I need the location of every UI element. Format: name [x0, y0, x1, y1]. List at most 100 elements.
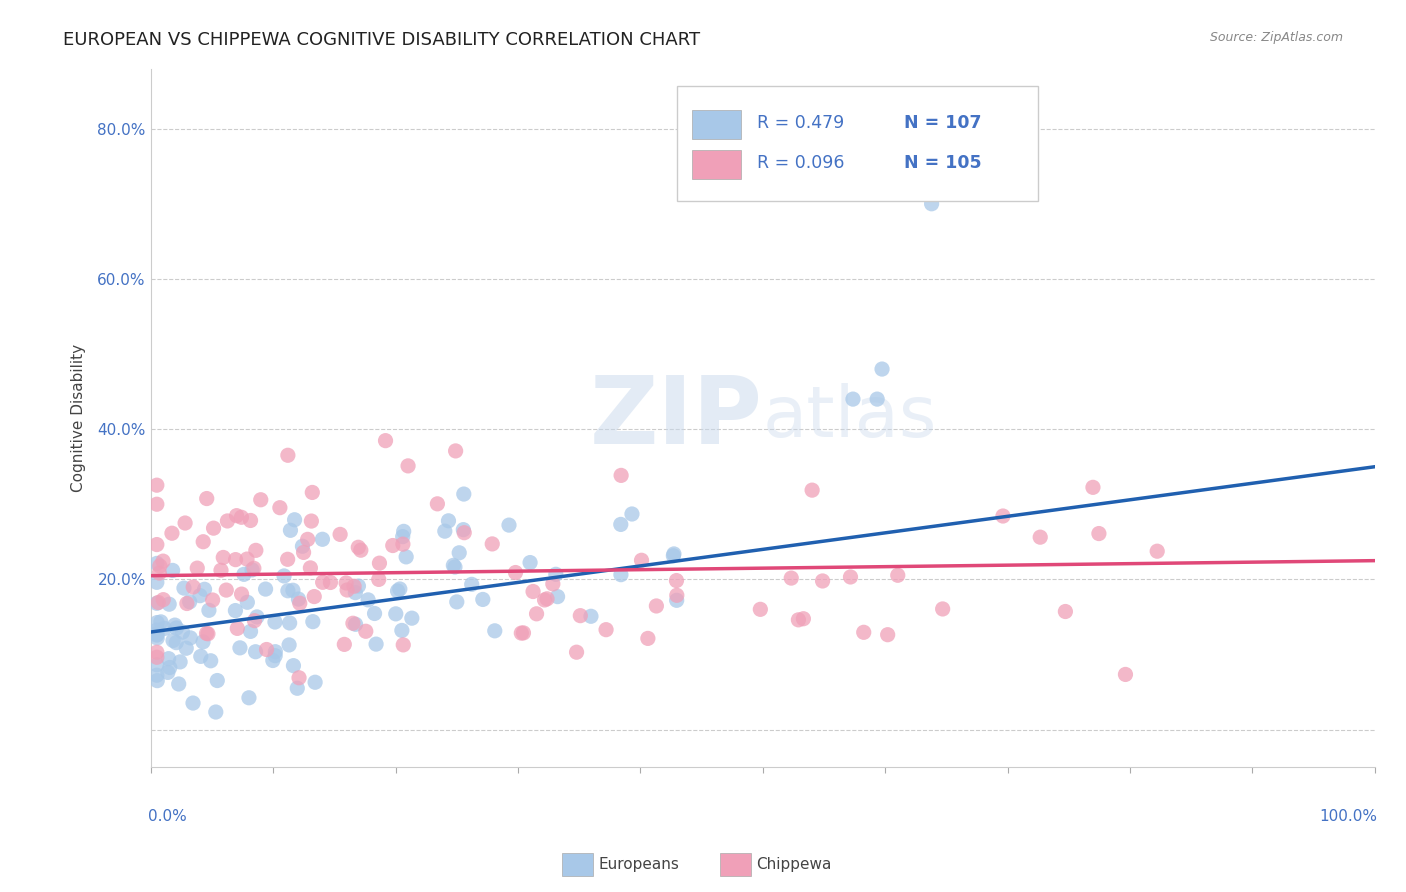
Point: [162, 633, 184, 648]
Point: [749, 602, 772, 616]
Point: [165, 635, 187, 649]
Point: [152, 554, 174, 568]
Point: [146, 596, 169, 610]
Point: [157, 597, 180, 611]
Point: [471, 592, 494, 607]
Point: [264, 615, 287, 629]
Point: [148, 595, 170, 609]
Point: [396, 458, 419, 473]
Point: [630, 553, 652, 567]
Point: [201, 593, 224, 607]
Point: [347, 579, 370, 593]
Point: [229, 640, 252, 655]
Point: [931, 602, 953, 616]
Text: N = 105: N = 105: [904, 153, 981, 172]
Point: [225, 508, 247, 523]
Point: [188, 589, 211, 603]
Point: [262, 653, 284, 667]
Point: [484, 624, 506, 638]
Point: [197, 626, 219, 640]
Point: [299, 514, 322, 528]
Point: [498, 518, 520, 533]
FancyBboxPatch shape: [678, 86, 1038, 202]
Point: [146, 627, 169, 641]
Point: [887, 568, 910, 582]
Point: [301, 485, 323, 500]
Point: [146, 575, 169, 590]
Point: [342, 616, 364, 631]
Point: [202, 521, 225, 535]
Point: [146, 645, 169, 659]
Text: N = 107: N = 107: [904, 114, 981, 132]
Point: [165, 621, 187, 635]
Point: [285, 681, 308, 696]
Point: [387, 583, 409, 598]
Point: [1081, 480, 1104, 494]
Point: [191, 635, 214, 649]
Point: [149, 615, 172, 629]
Point: [148, 566, 170, 580]
Point: [852, 625, 875, 640]
Point: [662, 549, 685, 563]
Point: [283, 658, 305, 673]
Point: [662, 547, 685, 561]
Point: [273, 569, 295, 583]
Point: [449, 546, 471, 560]
Point: [433, 524, 456, 538]
Point: [481, 537, 503, 551]
Text: atlas: atlas: [762, 384, 938, 452]
Point: [146, 673, 169, 688]
Point: [364, 637, 387, 651]
Point: [392, 524, 415, 539]
Point: [288, 596, 311, 610]
Point: [461, 577, 484, 591]
Point: [444, 444, 467, 458]
Point: [169, 655, 191, 669]
Point: [319, 575, 342, 590]
Point: [254, 582, 277, 596]
Point: [866, 392, 889, 406]
Point: [239, 513, 262, 527]
Text: Source: ZipAtlas.com: Source: ZipAtlas.com: [1209, 31, 1343, 45]
Point: [146, 626, 169, 640]
Point: [146, 557, 169, 571]
Point: [231, 510, 253, 524]
Point: [297, 533, 319, 547]
Point: [519, 556, 541, 570]
Point: [381, 539, 404, 553]
Point: [1146, 544, 1168, 558]
Point: [801, 483, 824, 497]
Point: [190, 649, 212, 664]
Point: [209, 563, 232, 577]
Point: [172, 625, 194, 640]
Point: [236, 595, 259, 609]
Point: [278, 638, 301, 652]
Point: [264, 645, 287, 659]
Point: [173, 581, 195, 595]
Point: [302, 615, 325, 629]
Point: [181, 696, 204, 710]
Point: [284, 513, 307, 527]
Point: [792, 612, 814, 626]
Point: [842, 392, 865, 406]
Point: [437, 514, 460, 528]
Point: [193, 534, 215, 549]
Point: [226, 621, 249, 635]
Point: [357, 593, 380, 607]
Point: [665, 574, 688, 588]
Point: [160, 526, 183, 541]
Point: [453, 525, 475, 540]
Point: [240, 563, 263, 577]
Point: [367, 573, 389, 587]
Text: 0.0%: 0.0%: [148, 809, 187, 824]
Point: [336, 582, 359, 597]
Point: [388, 582, 411, 596]
Point: [280, 524, 302, 538]
Text: R = 0.096: R = 0.096: [756, 153, 844, 172]
Point: [146, 631, 169, 645]
Point: [162, 563, 184, 577]
Point: [200, 654, 222, 668]
Point: [839, 570, 862, 584]
Point: [870, 362, 893, 376]
Point: [277, 448, 299, 462]
